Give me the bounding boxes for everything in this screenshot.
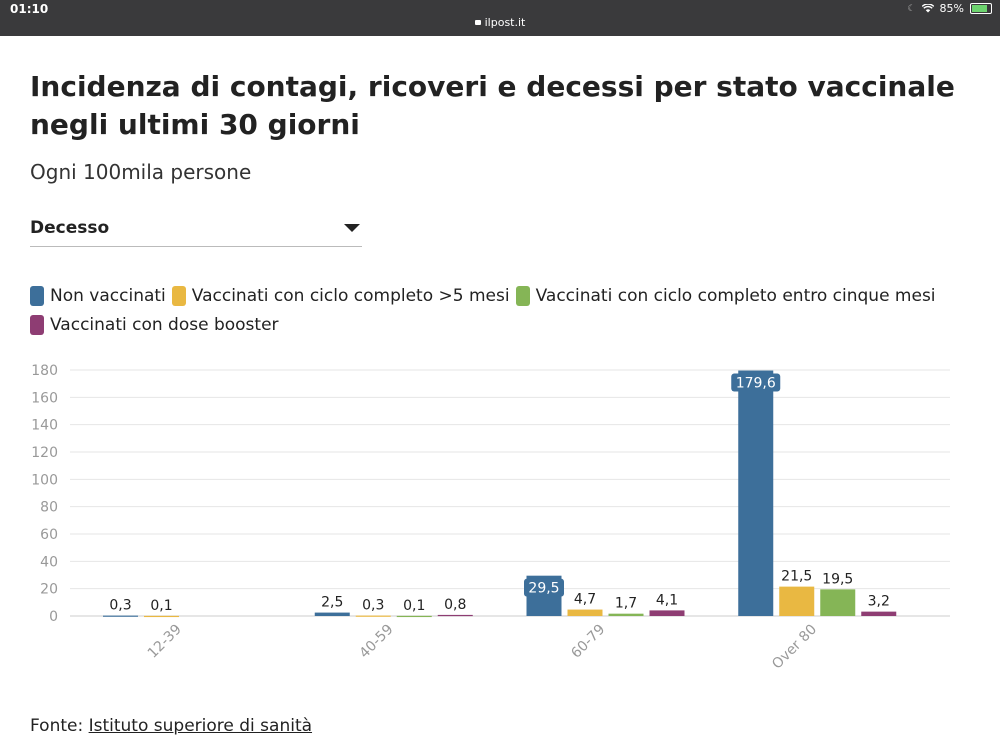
- wifi-icon: [921, 4, 934, 13]
- bar: [314, 612, 350, 616]
- y-tick-label: 80: [40, 500, 58, 516]
- legend-swatch: [171, 286, 186, 306]
- bar: [820, 589, 856, 616]
- data-label-bg: [524, 578, 564, 597]
- legend-item[interactable]: Non vaccinati: [30, 282, 166, 310]
- legend-item[interactable]: Vaccinati con dose booster: [30, 311, 279, 339]
- bar: [437, 614, 473, 617]
- y-tick-label: 40: [40, 554, 58, 570]
- data-label-bg: [731, 373, 781, 392]
- bar: [567, 609, 603, 616]
- category-label: 40-59: [356, 622, 396, 662]
- y-tick-label: 0: [49, 609, 58, 625]
- legend-label: Non vaccinati: [50, 286, 166, 306]
- bar: [103, 615, 138, 617]
- metric-dropdown[interactable]: Decesso: [30, 212, 362, 247]
- chart-subtitle: Ogni 100mila persone: [30, 160, 252, 184]
- data-label: 1,7: [615, 596, 637, 612]
- source-note: Fonte: Istituto superiore di sanità: [30, 716, 312, 736]
- bar: [738, 370, 774, 616]
- battery-percent: 85%: [939, 2, 964, 15]
- battery-icon: [970, 3, 992, 14]
- data-label: 19,5: [822, 571, 853, 587]
- chart-title: Incidenza di contagi, ricoveri e decessi…: [30, 70, 955, 141]
- status-icons: ☾ 85%: [908, 2, 992, 15]
- bar: [649, 610, 685, 616]
- category-label: Over 80: [769, 622, 820, 673]
- data-label: 2,5: [321, 595, 343, 611]
- bar: [861, 611, 897, 616]
- category-label: 12-39: [145, 622, 185, 662]
- data-label: 21,5: [781, 569, 812, 585]
- data-label: 179,6: [736, 376, 776, 392]
- legend-swatch: [515, 286, 530, 306]
- lock-icon: [474, 20, 481, 25]
- y-tick-label: 140: [31, 418, 58, 434]
- browser-status-bar: 01:10 ilpost.it ☾ 85%: [0, 0, 1000, 36]
- moon-icon: ☾: [907, 3, 916, 14]
- category-label: 60-79: [568, 622, 608, 662]
- legend-label: Vaccinati con ciclo completo entro cinqu…: [535, 286, 936, 306]
- source-link[interactable]: Istituto superiore di sanità: [88, 716, 313, 736]
- data-label: 29,5: [528, 581, 559, 597]
- data-label: 0,8: [444, 597, 466, 613]
- chart-legend: Non vaccinati Vaccinati con ciclo complet…: [30, 282, 980, 340]
- bar: [396, 615, 432, 618]
- bar: [608, 613, 644, 616]
- clock: 01:10: [10, 2, 49, 16]
- bar: [779, 586, 815, 616]
- legend-label: Vaccinati con dose booster: [50, 315, 279, 335]
- legend-item[interactable]: Vaccinati con ciclo completo >5 mesi: [171, 282, 510, 310]
- y-tick-label: 160: [31, 390, 58, 406]
- y-tick-label: 120: [31, 445, 58, 461]
- data-label: 0,3: [362, 598, 384, 614]
- bar: [355, 615, 391, 617]
- chevron-down-icon[interactable]: [344, 224, 360, 232]
- dropdown-value: Decesso: [30, 218, 110, 238]
- bar-chart: 0 20 40 60 80 100 120 140 160 180 0,3 0,1 12-39 2,5 0,…: [31, 363, 950, 673]
- legend-label: Vaccinati con ciclo completo >5 mesi: [191, 286, 510, 306]
- y-tick-label: 100: [31, 472, 58, 488]
- url-text: ilpost.it: [484, 16, 526, 29]
- data-label: 0,3: [109, 598, 131, 614]
- data-label: 3,2: [868, 594, 890, 610]
- legend-item[interactable]: Vaccinati con ciclo completo entro cinqu…: [515, 282, 936, 310]
- y-tick-label: 180: [31, 363, 58, 379]
- legend-swatch: [30, 286, 44, 306]
- source-prefix: Fonte:: [30, 716, 89, 736]
- data-label: 4,7: [574, 592, 596, 608]
- data-label: 0,1: [150, 598, 172, 614]
- data-label: 4,1: [656, 592, 678, 608]
- bar: [144, 615, 179, 618]
- legend-swatch: [30, 315, 44, 335]
- y-tick-label: 60: [40, 527, 58, 543]
- address-bar[interactable]: ilpost.it: [0, 16, 1000, 29]
- data-label: 0,1: [403, 598, 425, 614]
- y-tick-label: 20: [40, 582, 58, 598]
